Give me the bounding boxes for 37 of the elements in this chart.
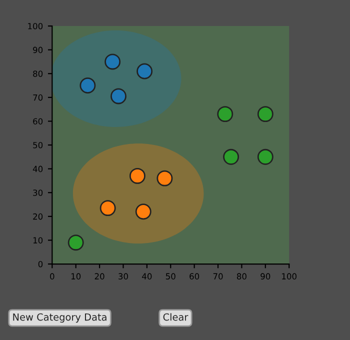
point [156, 170, 173, 186]
point [257, 148, 274, 165]
x-tick-label: 90 [260, 273, 270, 280]
y-tick-label: 20 [33, 213, 43, 220]
point [100, 200, 116, 216]
x-tick-label: 40 [142, 273, 152, 280]
x-tick-label: 30 [118, 273, 128, 280]
y-tick-label: 40 [32, 166, 43, 172]
y-tick-label: 70 [33, 94, 43, 101]
y-tick-label: 10 [33, 237, 43, 244]
point [217, 106, 234, 122]
x-tick-label: 100 [282, 273, 296, 280]
x-tick-label: 0 [50, 273, 54, 280]
y-tick-label: 80 [33, 70, 43, 77]
y-tick-label: 60 [33, 118, 43, 124]
x-tick-label: 20 [94, 273, 104, 280]
y-tick-label: 100 [28, 22, 43, 30]
y-tick-label: 90 [33, 46, 43, 54]
point [80, 78, 96, 94]
x-tick-label: 10 [71, 273, 81, 280]
point [135, 204, 152, 220]
point [129, 168, 146, 184]
y-tick-label: 50 [33, 142, 43, 148]
point [257, 106, 274, 122]
point [110, 88, 126, 104]
x-tick-label: 60 [190, 273, 200, 280]
y-tick-label: 0 [38, 260, 43, 268]
x-tick-label: 70 [213, 273, 223, 280]
x-tick-label: 50 [166, 273, 176, 280]
point [136, 63, 153, 80]
text: New Category Data [13, 313, 106, 323]
point [223, 148, 240, 165]
text: Clear [163, 313, 188, 321]
y-tick-label: 30 [33, 190, 43, 196]
x-tick-label: 80 [236, 273, 246, 280]
point [104, 54, 121, 70]
point [68, 234, 84, 251]
